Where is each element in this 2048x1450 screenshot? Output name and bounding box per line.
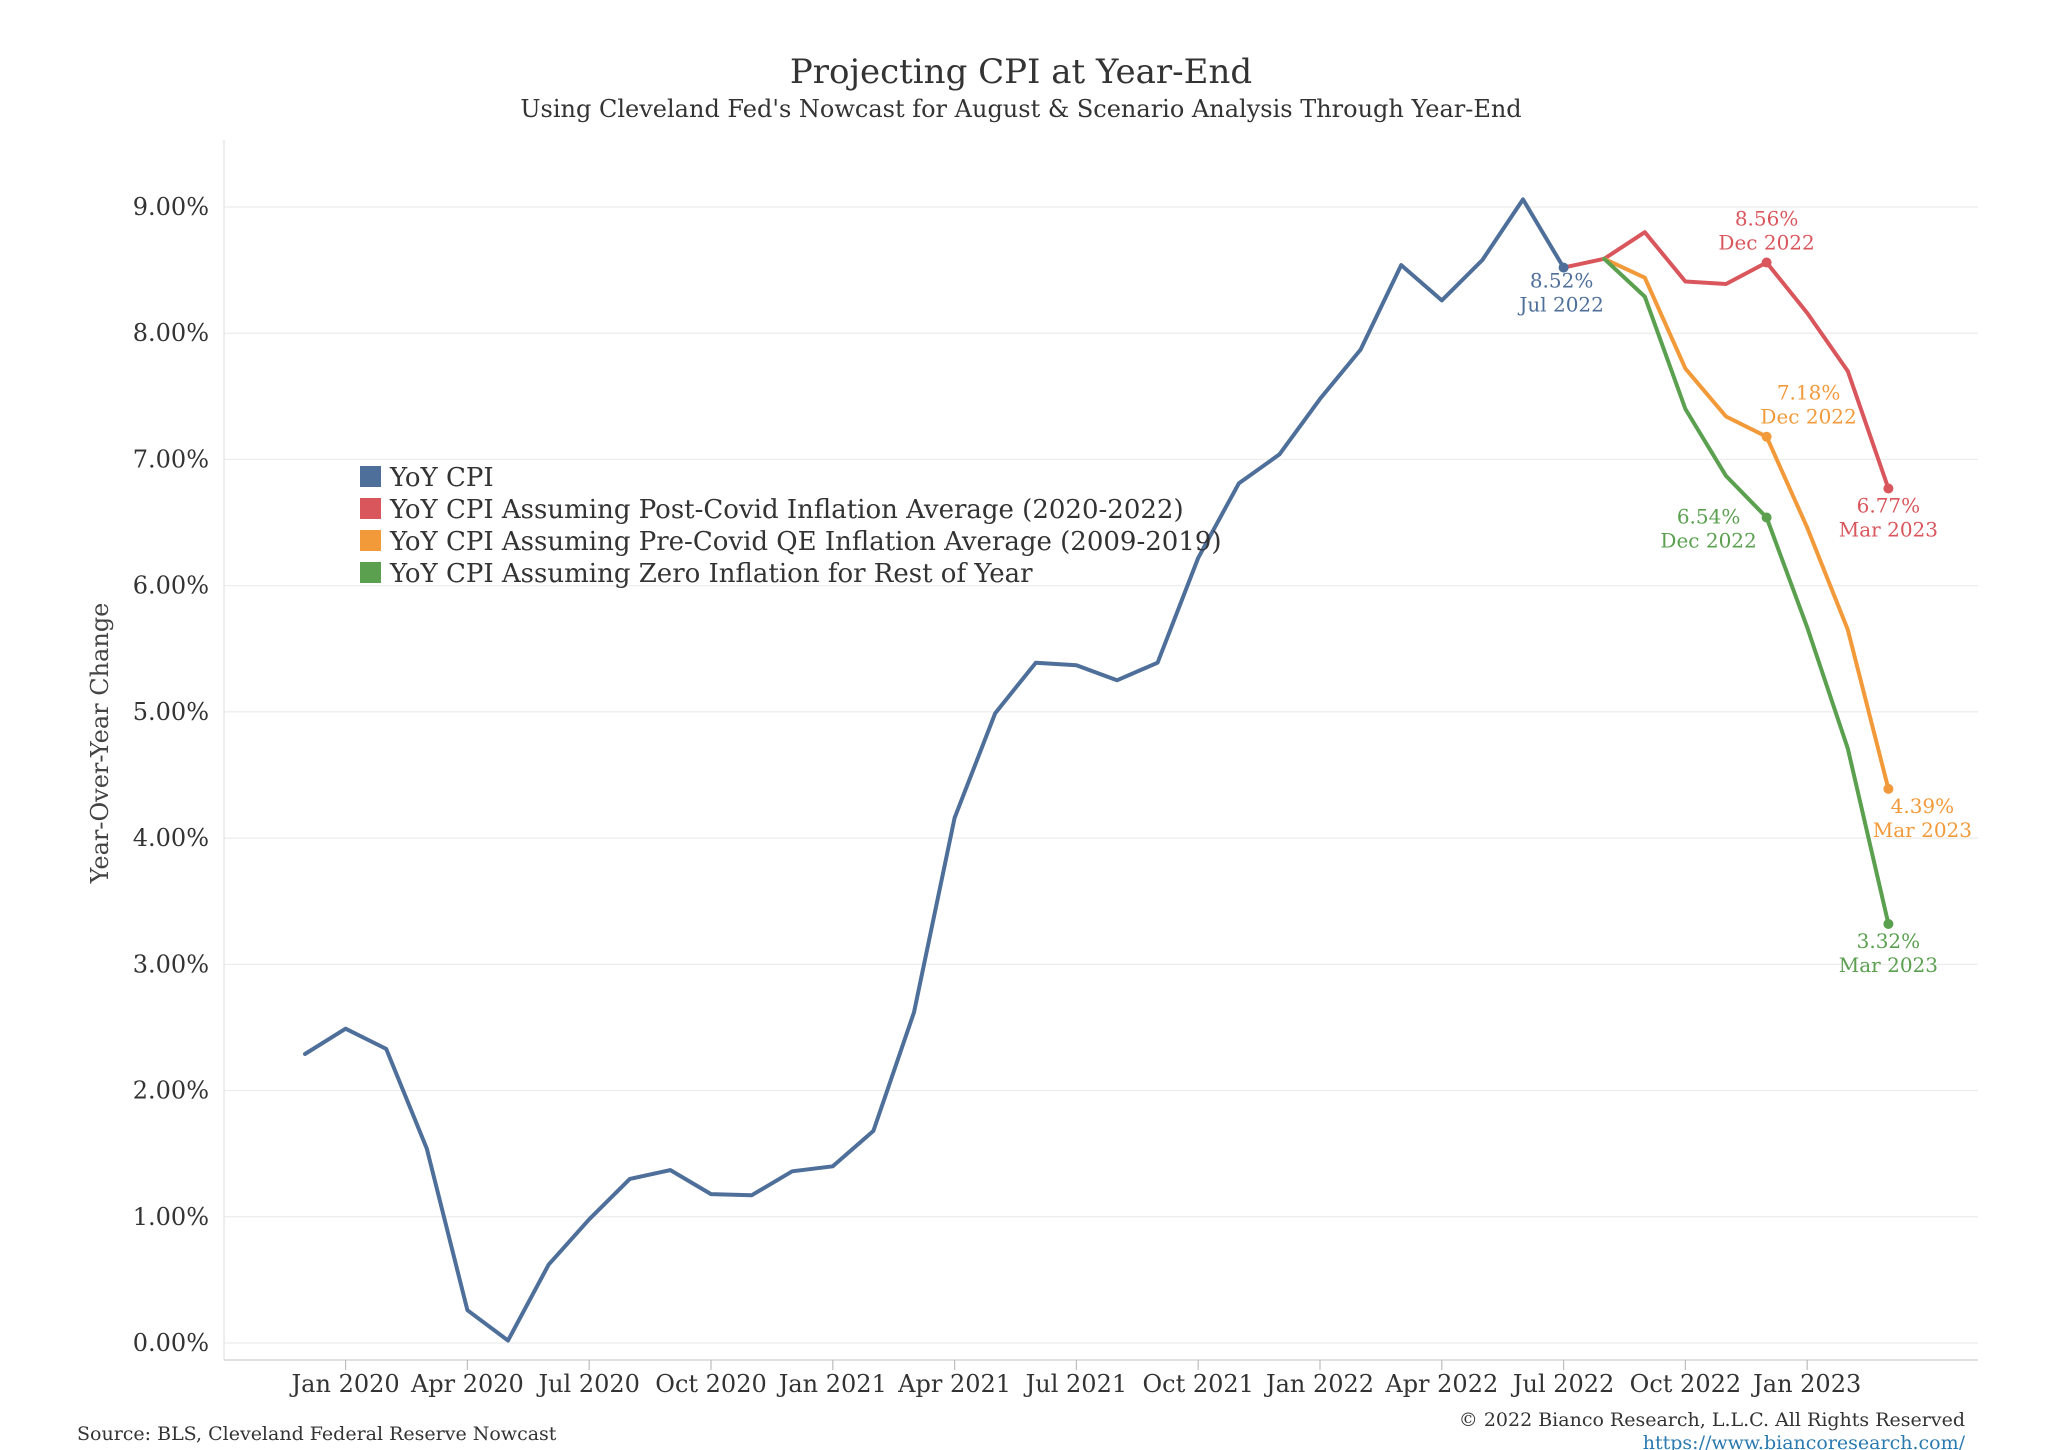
y-tick-label: 7.00% (133, 445, 209, 473)
chart-subtitle: Using Cleveland Fed's Nowcast for August… (520, 95, 1521, 123)
legend-swatch (360, 530, 381, 551)
y-tick-label: 6.00% (133, 572, 209, 600)
series-line-2 (1602, 256, 1891, 791)
y-tick-label: 3.00% (133, 950, 209, 978)
annotation-date: Mar 2023 (1839, 517, 1938, 541)
x-tick-label: Jan 2022 (1263, 1370, 1374, 1398)
x-tick-label: Apr 2022 (1384, 1370, 1498, 1398)
y-tick-label: 2.00% (133, 1077, 209, 1105)
annotation-date: Dec 2022 (1718, 231, 1814, 255)
y-tick-label: 0.00% (133, 1329, 209, 1357)
y-tick-labels: 0.00% 1.00% 2.00% 3.00% 4.00% 5.00% 6.00% 7.00%… (133, 193, 209, 1357)
annotation-point (1761, 257, 1772, 268)
annotation-point (1761, 512, 1772, 523)
series-line-3 (1602, 256, 1891, 926)
annotation-value: 8.52% (1530, 269, 1594, 293)
annotation-point (1883, 483, 1894, 494)
annotation-value: 6.54% (1677, 505, 1741, 529)
series-line-1 (1561, 230, 1891, 491)
annotation-point (1761, 431, 1772, 442)
x-tick-label: Jan 2020 (289, 1370, 400, 1398)
legend-swatch (360, 466, 381, 487)
axes (223, 140, 1978, 1370)
x-tick-label: Apr 2020 (410, 1370, 524, 1398)
gridlines (224, 206, 1978, 1344)
x-tick-label: Apr 2021 (897, 1370, 1011, 1398)
x-tick-label: Oct 2020 (655, 1370, 766, 1398)
y-tick-label: 1.00% (133, 1203, 209, 1231)
x-tick-label: Jan 2021 (776, 1370, 887, 1398)
annotation-value: 4.39% (1891, 794, 1955, 818)
annotation-date: Mar 2023 (1839, 953, 1938, 977)
x-tick-label: Oct 2022 (1630, 1370, 1741, 1398)
annotation-value: 8.56% (1735, 207, 1799, 231)
x-tick-label: Jul 2022 (1510, 1370, 1614, 1398)
annotation-point (1883, 783, 1894, 794)
annotation-value: 3.32% (1857, 929, 1921, 953)
legend-label: YoY CPI Assuming Post-Covid Inflation Av… (389, 495, 1184, 525)
x-tick-labels: Jan 2020 Apr 2020 Jul 2020 Oct 2020 Jan 2021… (289, 1370, 1862, 1398)
source-note: Source: BLS, Cleveland Federal Reserve N… (77, 1423, 557, 1445)
annotation-date: Dec 2022 (1760, 405, 1856, 429)
series-lines (303, 197, 1891, 1343)
legend-label: YoY CPI Assuming Zero Inflation for Rest… (389, 559, 1033, 589)
website-link[interactable]: https://www.biancoresearch.com/ (1643, 1432, 1966, 1450)
y-tick-label: 4.00% (133, 824, 209, 852)
annotation-value: 7.18% (1777, 381, 1841, 405)
annotation-point (1883, 918, 1894, 929)
copyright-note: © 2022 Bianco Research, L.L.C. All Right… (1459, 1409, 1965, 1431)
y-tick-label: 8.00% (133, 319, 209, 347)
y-tick-label: 5.00% (133, 698, 209, 726)
x-tick-label: Oct 2021 (1142, 1370, 1253, 1398)
y-axis-label: Year-Over-Year Change (86, 603, 114, 885)
x-tick-label: Jul 2020 (535, 1370, 639, 1398)
x-tick-label: Jan 2023 (1750, 1370, 1861, 1398)
legend-swatch (360, 562, 381, 583)
legend-label: YoY CPI (389, 463, 494, 493)
annotation-date: Jul 2022 (1517, 293, 1604, 317)
annotation-date: Dec 2022 (1660, 529, 1756, 553)
annotation-value: 6.77% (1857, 493, 1921, 517)
y-tick-label: 9.00% (133, 193, 209, 221)
x-tick-label: Jul 2021 (1023, 1370, 1127, 1398)
annotation-point (1558, 262, 1569, 273)
chart-title: Projecting CPI at Year-End (790, 52, 1252, 92)
series-line-0 (303, 197, 1566, 1343)
annotation-date: Mar 2023 (1873, 818, 1972, 842)
legend-swatch (360, 498, 381, 519)
legend-label: YoY CPI Assuming Pre-Covid QE Inflation … (389, 527, 1222, 557)
